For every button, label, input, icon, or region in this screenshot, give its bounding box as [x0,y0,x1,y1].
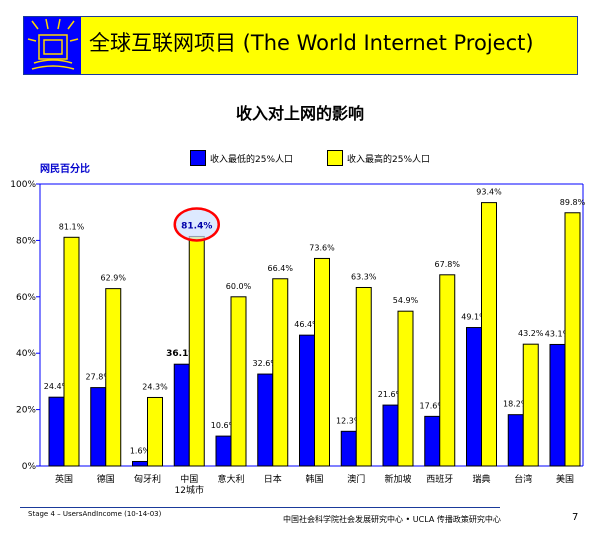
data-label: 93.4% [476,188,502,197]
x-tick-label: 新加坡 [384,473,411,485]
bar-high [564,212,581,467]
x-tick-label: 意大利 [217,473,244,485]
x-tick-label: 英国 [55,473,73,485]
data-label: 1.6% [130,446,151,455]
x-tick-label: 12城市 [175,484,204,496]
data-label: 27.8% [86,373,112,382]
bar-low [424,415,441,467]
bar-high [397,310,414,467]
x-tick-label: 德国 [97,473,115,485]
x-tick-label: 美国 [556,473,574,485]
header-title: 全球互联网项目 (The World Internet Project) [89,31,534,55]
y-tick-label: 0% [22,462,37,472]
logo-icon [24,17,81,74]
data-label: 18.2% [503,400,529,409]
data-label: 43.2% [518,329,544,338]
bar-low [90,387,107,467]
legend-swatch-low [190,150,206,166]
bar-high [272,278,289,467]
x-tick-label: 瑞典 [472,473,490,485]
data-label: 62.9% [101,274,127,283]
data-label: 46.4% [294,320,320,329]
bar-low [466,327,482,467]
bar-high [188,235,205,467]
bar-low [173,363,190,467]
x-tick-label: 西班牙 [426,473,453,485]
bar-low [507,414,524,467]
chart-title: 收入对上网的影响 [235,104,364,123]
bar-high [355,286,372,467]
data-label: 21.6% [378,390,404,399]
legend-item-low: 收入最低的25%人口 [190,150,293,166]
data-label: 73.6% [309,243,335,252]
x-tick-label: 韩国 [305,473,323,485]
y-tick-label: 20% [16,406,36,416]
y-tick-label: 100% [10,180,36,190]
data-label: 43.1% [545,329,571,338]
bar-low [340,430,357,467]
bar-low [215,435,232,467]
data-label: 12.3% [336,416,362,425]
legend-swatch-high [327,150,343,166]
data-label: 67.8% [435,260,461,269]
bar-low [257,373,274,467]
bar-low [549,343,566,467]
bar-high [522,343,539,467]
data-label: 17.6% [420,401,446,410]
bar-high [105,288,122,467]
bar-high [481,202,497,467]
data-label: 63.3% [351,272,377,281]
y-tick-label: 60% [16,293,36,303]
x-tick-label: 中国 [180,473,198,485]
y-axis-label: 网民百分比 [40,164,90,175]
bar-high [314,257,330,467]
legend-label-high: 收入最高的25%人口 [347,154,431,165]
bar-high [230,296,247,467]
y-tick-label: 40% [16,349,36,359]
data-label: 60.0% [226,282,252,291]
data-label: 54.9% [393,296,419,305]
bar-low [132,460,148,467]
highlight-circle [173,207,220,242]
bar-low [382,404,399,467]
legend-label-low: 收入最低的25%人口 [210,154,294,165]
data-label: 24.4% [44,382,70,391]
x-tick-label: 日本 [264,473,282,485]
data-label: 66.4% [268,264,294,273]
data-label: 89.8% [560,198,586,207]
bar-low [48,396,65,467]
data-label: 81.1% [59,222,85,231]
y-tick-label: 80% [16,236,36,246]
footer-divider [20,507,500,508]
bar-high [439,274,456,467]
page-number: 7 [572,512,579,523]
data-label: 24.3% [142,382,168,391]
data-label: 49.1% [461,313,487,322]
footer-left: Stage 4 – UsersAndIncome (10-14-03) [28,510,162,518]
data-label: 32.6% [253,359,279,368]
x-tick-label: 台湾 [514,473,532,485]
bar-low [299,334,315,467]
footer-right: 中国社会科学院社会发展研究中心 • UCLA 传播政策研究中心 [283,515,501,524]
legend-item-high: 收入最高的25%人口 [327,150,430,166]
x-tick-label: 匈牙利 [134,473,161,485]
bar-chart: 0% 20% 40% 60% 80% 100% 24.4% 81.1% 英国 27.8% 62.9%… [10,180,586,496]
data-label: 36.1% [166,349,197,359]
bar-high [63,236,80,467]
x-tick-label: 澳门 [347,473,365,485]
header-banner: 全球互联网项目 (The World Internet Project) [23,16,578,75]
bar-high [147,396,163,467]
data-label: 81.4% [181,221,212,231]
data-label: 10.6% [211,421,237,430]
